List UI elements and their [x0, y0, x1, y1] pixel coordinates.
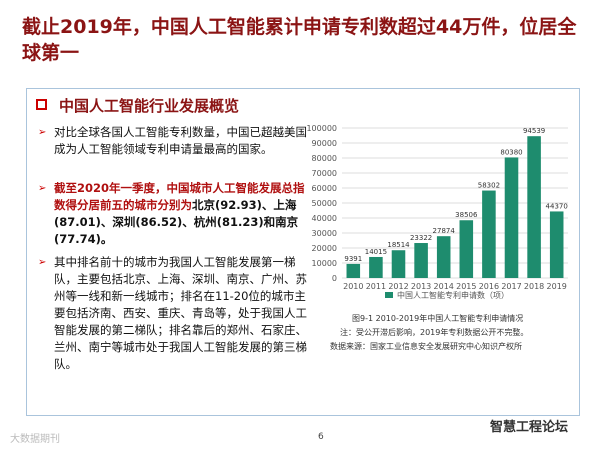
bar	[369, 256, 383, 278]
y-tick-label: 80000	[312, 154, 337, 163]
bullet: 对比全球各国人工智能专利数量，中国已超越美国成为人工智能领域专利申请量最高的国家…	[38, 124, 312, 158]
x-tick-label: 2018	[524, 282, 544, 291]
value-label: 14015	[365, 248, 387, 256]
bullet: 其中排名前十的城市为我国人工智能发展第一梯队，主要包括北京、上海、深圳、南京、广…	[38, 254, 312, 373]
page-number: 6	[318, 432, 324, 442]
x-tick-label: 2012	[388, 282, 408, 291]
bar	[414, 243, 428, 278]
x-tick-label: 2019	[547, 282, 567, 291]
value-label: 38506	[455, 211, 478, 219]
y-tick-label: 70000	[312, 169, 337, 178]
x-tick-label: 2014	[434, 282, 454, 291]
slide-title: 截止2019年，中国人工智能累计申请专利数超过44万件，位居全球第一	[22, 16, 577, 64]
value-label: 94539	[523, 127, 545, 135]
legend-swatch	[385, 292, 393, 298]
bullet-lead: 截至2020年一季度，中国城市人工智能发展总指数得分居前五的城市分别为	[54, 181, 305, 212]
x-tick-label: 2016	[479, 282, 499, 291]
chart-source: 数据来源：国家工业信息安全发展研究中心知识产权所	[330, 342, 522, 351]
bar	[482, 190, 496, 278]
bar	[436, 236, 451, 278]
y-tick-label: 90000	[312, 139, 337, 148]
legend-label: 中国人工智能专利申请数（项）	[397, 290, 509, 300]
bar	[346, 263, 361, 278]
watermark: 智慧工程论坛	[490, 420, 569, 435]
value-label: 58302	[478, 182, 500, 190]
bullet: 截至2020年一季度，中国城市人工智能发展总指数得分居前五的城市分别为北京(92…	[38, 180, 312, 248]
x-tick-label: 2013	[411, 282, 431, 291]
y-tick-label: 20000	[312, 244, 337, 253]
y-tick-label: 30000	[312, 229, 337, 238]
value-label: 18514	[387, 241, 410, 249]
bar	[527, 136, 541, 278]
y-tick-label: 60000	[312, 184, 337, 193]
x-tick-label: 2017	[501, 282, 521, 291]
x-tick-label: 2011	[366, 282, 386, 291]
bullet-text: 北京(92.93)、上海(87.01)、深圳(86.52)、杭州(81.23)和…	[54, 198, 299, 246]
y-tick-label: 40000	[312, 214, 337, 223]
bullet-text: 其中排名前十的城市为我国人工智能发展第一梯队，主要包括北京、上海、深圳、南京、广…	[54, 255, 307, 371]
value-label: 44370	[546, 202, 568, 210]
chart-caption: 图9-1 2010-2019年中国人工智能专利申请情况	[352, 314, 524, 323]
bar	[504, 157, 519, 278]
section-heading: 中国人工智能行业发展概览	[36, 95, 239, 116]
x-tick-label: 2015	[456, 282, 476, 291]
y-tick-label: 50000	[312, 199, 337, 208]
value-label: 23322	[410, 234, 432, 242]
bar	[549, 211, 564, 278]
value-label: 27874	[433, 227, 456, 235]
x-tick-label: 2010	[343, 282, 363, 291]
y-tick-label: 0	[332, 274, 337, 283]
y-tick-label: 10000	[312, 259, 337, 268]
bar	[391, 250, 406, 278]
y-tick-label: 100000	[306, 124, 337, 133]
chart: 0 10000 20000 30000 40000 50000 60000 70000 8000…	[306, 124, 568, 300]
value-label: 9391	[344, 255, 362, 263]
bar	[459, 220, 474, 278]
watermark: 大数据期刊	[10, 434, 60, 445]
bullet-text: 对比全球各国人工智能专利数量，中国已超越美国成为人工智能领域专利申请量最高的国家…	[54, 125, 307, 156]
value-label: 80380	[500, 148, 522, 156]
chart-note: 注：受公开滞后影响，2019年专利数据公开不完整。	[340, 328, 529, 337]
content-box	[26, 88, 580, 416]
